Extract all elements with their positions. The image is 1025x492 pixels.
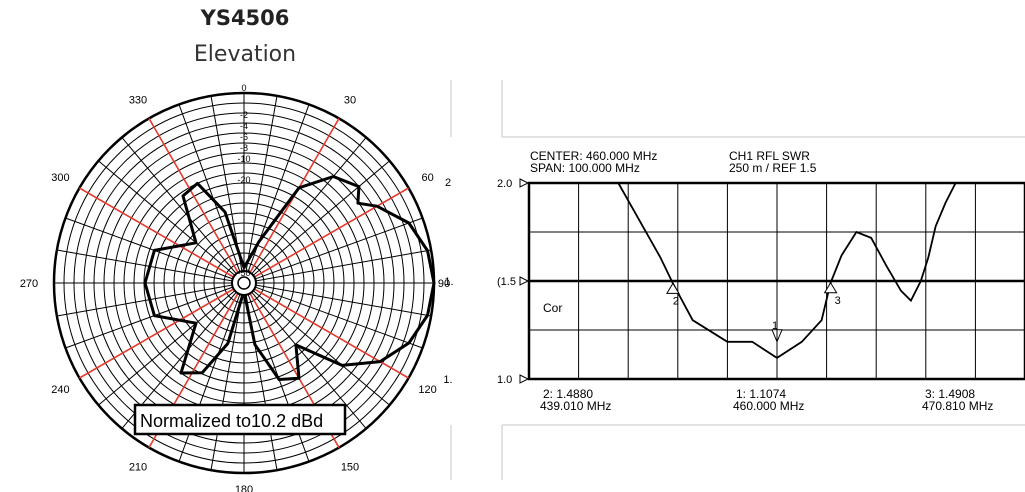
radial-label: -4 — [240, 121, 248, 131]
marker-1-frequency: 460.000 MHz — [733, 399, 804, 413]
marker-3-frequency: 470.810 MHz — [922, 399, 993, 413]
scale-label: 250 m / REF 1.5 — [729, 161, 817, 175]
polar-spoke — [251, 249, 432, 283]
angle-label: 240 — [51, 384, 69, 396]
polar-spoke — [56, 283, 237, 317]
normalization-label: Normalized to10.2 dBd — [140, 411, 323, 431]
angle-label: 30 — [344, 94, 356, 106]
swr-grid — [527, 181, 1025, 381]
polar-red-spoke — [148, 118, 241, 277]
angle-label: 90 — [438, 278, 450, 290]
radial-label: -20 — [237, 175, 250, 185]
polar-red-spoke — [79, 187, 238, 280]
channel-label: CH1 RFL SWR — [729, 149, 810, 163]
polar-spoke — [121, 137, 240, 278]
polar-red-spoke — [250, 187, 409, 280]
polar-spoke — [56, 249, 237, 283]
span-label: SPAN: 100.000 MHz — [530, 161, 640, 175]
radial-label: -2 — [240, 110, 248, 120]
radial-label: -8 — [240, 143, 248, 153]
angle-label: 210 — [129, 462, 147, 474]
angle-label: 330 — [129, 94, 147, 106]
center-label: CENTER: 460.000 MHz — [530, 149, 657, 163]
marker-2-frequency: 439.010 MHz — [540, 399, 611, 413]
angle-label: 60 — [421, 172, 433, 184]
marker-1-value: 1: 1.1074 — [736, 387, 786, 401]
marker-3-value: 3: 1.4908 — [925, 387, 975, 401]
polar-center-ring — [231, 270, 257, 296]
polar-spoke — [210, 290, 244, 471]
angle-label: 270 — [20, 278, 38, 290]
polar-spoke — [249, 287, 390, 406]
polar-spoke — [65, 285, 237, 349]
polar-spoke — [98, 287, 239, 406]
normalization-box — [133, 403, 347, 436]
angle-label: 180 — [235, 484, 253, 492]
marker-2-value: 2: 1.4880 — [543, 387, 593, 401]
polar-red-spoke — [79, 286, 238, 379]
polar-spoke — [244, 95, 278, 276]
polar-spoke — [248, 137, 367, 278]
marker-2-id: 2 — [673, 295, 679, 307]
polar-pattern-group — [143, 175, 436, 381]
trace-label: Cor — [543, 301, 562, 315]
edge-label: 2 — [445, 177, 451, 189]
polar-center-dot — [237, 276, 251, 290]
chart-title: YS4506 — [200, 6, 290, 30]
marker-1-id: 1 — [772, 320, 778, 332]
swr-trace-line — [617, 182, 965, 359]
polar-spoke — [248, 288, 367, 429]
polar-spoke — [251, 285, 423, 349]
marker-2-triangle — [666, 282, 680, 294]
swr-y-tick-arrow — [519, 374, 530, 384]
polar-spoke — [251, 217, 423, 281]
polar-labels: 0 30 60 90 120 150 180 210 240 270 300 330 2 1. 1. -2-4… — [20, 83, 454, 492]
swr-y-tick-label: 1.0 — [497, 374, 512, 386]
radial-label: -10 — [237, 154, 250, 164]
polar-spoke — [98, 160, 239, 279]
polar-red-spoke — [250, 286, 409, 379]
edge-label: 1. — [444, 276, 453, 288]
swr-y-tick-label: 2.0 — [497, 178, 512, 190]
angle-label: 300 — [51, 172, 69, 184]
angle-label: 120 — [418, 384, 436, 396]
polar-pattern-line — [143, 175, 436, 381]
angle-label: 0 — [241, 83, 246, 93]
radial-label: -50 — [237, 268, 250, 278]
chart-subtitle: Elevation — [193, 42, 297, 67]
marker-3-triangle — [823, 281, 838, 294]
radial-label: -6 — [240, 132, 248, 142]
angle-label: 150 — [341, 462, 359, 474]
swr-y-tick-label: (1.5 — [497, 276, 516, 288]
edge-label: 1. — [443, 374, 452, 386]
swr-markers: 1 2 3 — [666, 281, 841, 344]
polar-spoke — [178, 104, 242, 276]
polar-spoke — [249, 160, 390, 279]
polar-spoke — [251, 283, 432, 317]
marker-3-id: 3 — [835, 295, 841, 307]
swr-y-tick-arrow — [519, 276, 530, 286]
swr-axis: 2.0 (1.5 1.0 — [497, 178, 530, 386]
swr-y-tick-arrow — [519, 178, 530, 188]
polar-spoke — [65, 217, 237, 281]
